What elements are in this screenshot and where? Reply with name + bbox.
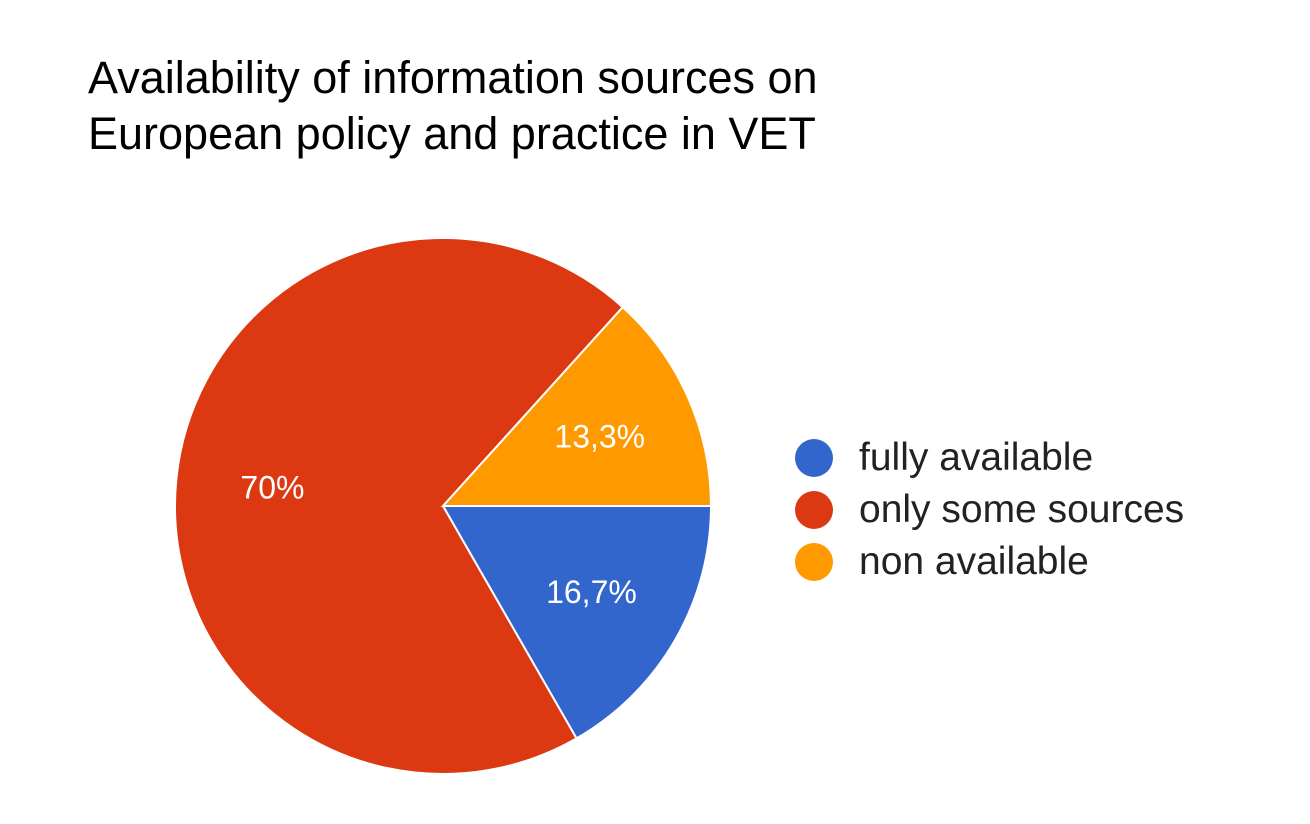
pie-labels: 16,7% 70% 13,3% — [240, 418, 645, 610]
chart-title: Availability of information sources on E… — [88, 50, 988, 162]
legend: fully available only some sources non av… — [795, 432, 1184, 588]
legend-label-only-some-sources: only some sources — [859, 488, 1185, 531]
pie-slices — [174, 237, 713, 775]
legend-swatch-fully-available — [795, 439, 833, 477]
chart-title-line-2: European policy and practice in VET — [88, 108, 816, 159]
legend-swatch-non-available — [795, 543, 833, 581]
pie-slice-non-available[interactable] — [440, 305, 713, 507]
legend-label-fully-available: fully available — [859, 436, 1094, 479]
pie-slice-fully-available[interactable] — [441, 505, 713, 740]
legend-item-only-some-sources[interactable]: only some sources — [795, 484, 1184, 536]
pie-slice-only-some-sources[interactable] — [174, 237, 625, 775]
chart-title-line-1: Availability of information sources on — [88, 52, 818, 103]
legend-item-fully-available[interactable]: fully available — [795, 432, 1184, 484]
slice-label-fully-available: 16,7% — [546, 574, 637, 610]
legend-swatch-only-some-sources — [795, 491, 833, 529]
slice-label-non-available: 13,3% — [554, 418, 645, 454]
legend-label-non-available: non available — [859, 540, 1089, 583]
legend-item-non-available[interactable]: non available — [795, 536, 1184, 588]
slice-label-only-some-sources: 70% — [240, 470, 304, 506]
